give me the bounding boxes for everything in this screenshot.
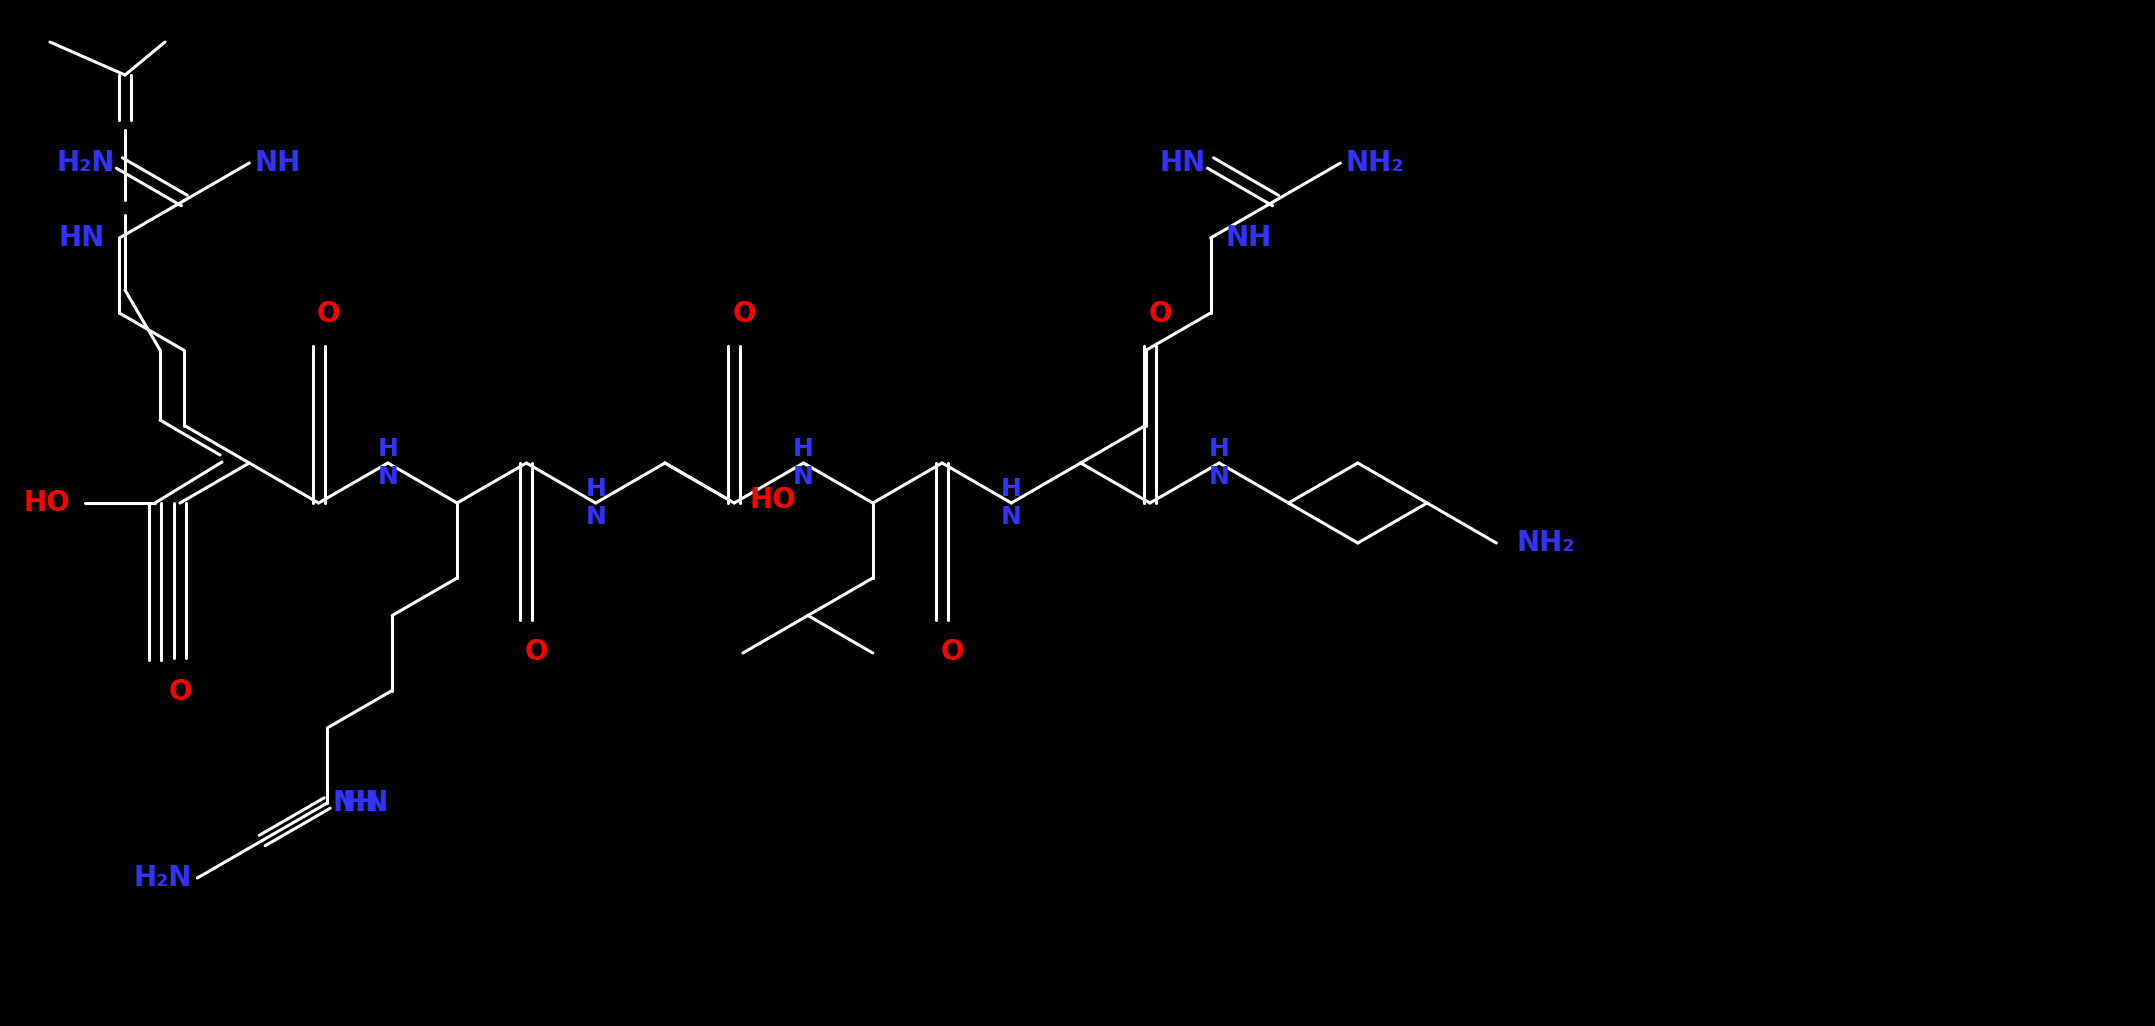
Text: H
N: H N xyxy=(1000,477,1021,528)
Text: O: O xyxy=(168,678,192,706)
Text: NH₂: NH₂ xyxy=(1517,529,1575,557)
Text: O: O xyxy=(524,638,547,666)
Text: O: O xyxy=(317,300,340,328)
Text: H₂N: H₂N xyxy=(56,149,114,177)
Text: H
N: H N xyxy=(1209,437,1231,489)
Text: O: O xyxy=(940,638,963,666)
Text: H₂N: H₂N xyxy=(134,864,192,892)
Text: NH: NH xyxy=(1226,224,1271,252)
Text: O: O xyxy=(1149,300,1172,328)
Text: NH₂: NH₂ xyxy=(1345,149,1403,177)
Text: O: O xyxy=(733,300,756,328)
Text: NH: NH xyxy=(254,149,300,177)
Text: HO: HO xyxy=(750,486,797,514)
Text: HN: HN xyxy=(1159,149,1205,177)
Text: HN: HN xyxy=(343,789,388,817)
Text: H
N: H N xyxy=(377,437,399,489)
Text: H
N: H N xyxy=(586,477,606,528)
Text: HN: HN xyxy=(58,224,103,252)
Text: HO: HO xyxy=(24,489,69,517)
Text: NH: NH xyxy=(332,789,379,817)
Text: H
N: H N xyxy=(793,437,815,489)
